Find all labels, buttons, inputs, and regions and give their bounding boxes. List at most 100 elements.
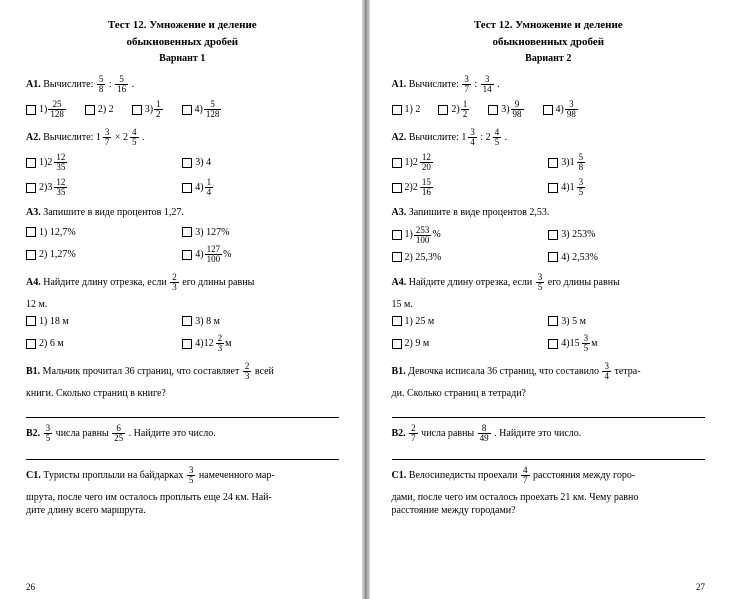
b1-label: В1. bbox=[26, 366, 40, 377]
b1-text2: ди. Сколько страниц в тетради? bbox=[392, 387, 706, 401]
checkbox-icon[interactable] bbox=[392, 339, 402, 349]
a2-opt3[interactable]: 3) 158 bbox=[548, 153, 687, 172]
a1-frac1: 58 bbox=[97, 75, 106, 94]
checkbox-icon[interactable] bbox=[26, 183, 36, 193]
a1-opt2[interactable]: 2) 2 bbox=[85, 100, 114, 119]
question-a3: А3. Запишите в виде процентов 1,27. bbox=[26, 206, 339, 220]
title-line2: обыкновенных дробей bbox=[26, 35, 339, 50]
a2-opt2[interactable]: 2) 31235 bbox=[26, 178, 164, 197]
a4-opt3[interactable]: 3) 8 м bbox=[182, 315, 320, 329]
a3-opt2[interactable]: 2) 25,3% bbox=[392, 251, 531, 265]
a3-options: 1) 12,7% 3) 127% 2) 1,27% 4) 127100% bbox=[26, 226, 339, 268]
checkbox-icon[interactable] bbox=[26, 158, 36, 168]
a3-opt1[interactable]: 1) 12,7% bbox=[26, 226, 164, 240]
a3-opt1[interactable]: 1) 253100% bbox=[392, 226, 531, 245]
a1-frac2: 516 bbox=[115, 75, 128, 94]
title-line1: Тест 12. Умножение и деление bbox=[392, 18, 706, 33]
a1-opt1[interactable]: 1) 2 bbox=[392, 100, 421, 119]
checkbox-icon[interactable] bbox=[26, 250, 36, 260]
a2-opt1[interactable]: 1) 21235 bbox=[26, 153, 164, 172]
c1-text3: дите длину всего маршрута. bbox=[26, 504, 339, 518]
checkbox-icon[interactable] bbox=[548, 230, 558, 240]
a4-text2: 12 м. bbox=[26, 298, 339, 312]
a1-opt4[interactable]: 4) 398 bbox=[543, 100, 579, 119]
variant: Вариант 2 bbox=[392, 52, 706, 66]
checkbox-icon[interactable] bbox=[392, 252, 402, 262]
checkbox-icon[interactable] bbox=[85, 105, 95, 115]
checkbox-icon[interactable] bbox=[548, 158, 558, 168]
a4-options: 1) 18 м 3) 8 м 2) 6 м 4) 1223 м bbox=[26, 315, 339, 357]
a1-options: 1) 25128 2) 2 3) 12 4) 5128 bbox=[26, 100, 339, 122]
a1-label: А1. bbox=[392, 79, 407, 90]
checkbox-icon[interactable] bbox=[392, 105, 402, 115]
a4-opt4[interactable]: 4) 1223 м bbox=[182, 334, 320, 353]
a4-options: 1) 25 м 3) 5 м 2) 9 м 4) 1535 м bbox=[392, 315, 706, 357]
a1-opt1[interactable]: 1) 25128 bbox=[26, 100, 67, 119]
c1-text2: дами, после чего им осталось проехать 21… bbox=[392, 491, 706, 505]
checkbox-icon[interactable] bbox=[543, 105, 553, 115]
a3-label: А3. bbox=[26, 207, 41, 218]
a1-opt2[interactable]: 2) 12 bbox=[438, 100, 470, 119]
a1-label: А1. bbox=[26, 79, 41, 90]
a1-opt3[interactable]: 3) 998 bbox=[488, 100, 524, 119]
question-a1: А1. Вычислите: 58 : 516 . bbox=[26, 75, 339, 94]
checkbox-icon[interactable] bbox=[392, 230, 402, 240]
answer-line bbox=[26, 449, 339, 460]
checkbox-icon[interactable] bbox=[392, 183, 402, 193]
a2-opt3[interactable]: 3) 4 bbox=[182, 153, 320, 172]
checkbox-icon[interactable] bbox=[438, 105, 448, 115]
checkbox-icon[interactable] bbox=[182, 158, 192, 168]
checkbox-icon[interactable] bbox=[182, 250, 192, 260]
b2-label: В2. bbox=[26, 427, 40, 438]
checkbox-icon[interactable] bbox=[548, 183, 558, 193]
question-a3: А3. Запишите в виде процентов 2,53. bbox=[392, 206, 706, 220]
a3-opt3[interactable]: 3) 253% bbox=[548, 226, 687, 245]
checkbox-icon[interactable] bbox=[548, 252, 558, 262]
a4-opt3[interactable]: 3) 5 м bbox=[548, 315, 687, 329]
variant: Вариант 1 bbox=[26, 52, 339, 66]
checkbox-icon[interactable] bbox=[26, 227, 36, 237]
a4-opt2[interactable]: 2) 9 м bbox=[392, 334, 531, 353]
question-a1: А1. Вычислите: 37 : 314 . bbox=[392, 75, 706, 94]
a4-opt2[interactable]: 2) 6 м bbox=[26, 334, 164, 353]
checkbox-icon[interactable] bbox=[548, 339, 558, 349]
a4-opt1[interactable]: 1) 18 м bbox=[26, 315, 164, 329]
a4-opt4[interactable]: 4) 1535 м bbox=[548, 334, 687, 353]
checkbox-icon[interactable] bbox=[26, 316, 36, 326]
page-right: Тест 12. Умножение и деление обыкновенны… bbox=[366, 0, 731, 599]
checkbox-icon[interactable] bbox=[26, 339, 36, 349]
a4-label: А4. bbox=[392, 277, 407, 288]
b1-text2: книги. Сколько страниц в книге? bbox=[26, 387, 339, 401]
a4-opt1[interactable]: 1) 25 м bbox=[392, 315, 531, 329]
checkbox-icon[interactable] bbox=[132, 105, 142, 115]
a3-opt3[interactable]: 3) 127% bbox=[182, 226, 320, 240]
checkbox-icon[interactable] bbox=[182, 105, 192, 115]
checkbox-icon[interactable] bbox=[182, 183, 192, 193]
a1-opt4[interactable]: 4) 5128 bbox=[182, 100, 223, 119]
a3-opt2[interactable]: 2) 1,27% bbox=[26, 245, 164, 264]
a2-opt4[interactable]: 4) 135 bbox=[548, 178, 687, 197]
a3-options: 1) 253100% 3) 253% 2) 25,3% 4) 2,53% bbox=[392, 226, 706, 268]
checkbox-icon[interactable] bbox=[26, 105, 36, 115]
a2-label: А2. bbox=[26, 132, 41, 143]
question-b1: В1. Девочка исписала 36 страниц, что сос… bbox=[392, 362, 706, 381]
book-spine bbox=[362, 0, 370, 599]
a1-opt3[interactable]: 3) 12 bbox=[132, 100, 164, 119]
checkbox-icon[interactable] bbox=[182, 316, 192, 326]
checkbox-icon[interactable] bbox=[392, 316, 402, 326]
a3-opt4[interactable]: 4) 2,53% bbox=[548, 251, 687, 265]
a2-opt4[interactable]: 4) 14 bbox=[182, 178, 320, 197]
question-b2: В2. 35 числа равны 625 . Найдите это чис… bbox=[26, 424, 339, 443]
checkbox-icon[interactable] bbox=[548, 316, 558, 326]
checkbox-icon[interactable] bbox=[488, 105, 498, 115]
a3-opt4[interactable]: 4) 127100% bbox=[182, 245, 320, 264]
checkbox-icon[interactable] bbox=[182, 227, 192, 237]
a2-opt1[interactable]: 1) 21220 bbox=[392, 153, 531, 172]
checkbox-icon[interactable] bbox=[392, 158, 402, 168]
a2-opt2[interactable]: 2) 21516 bbox=[392, 178, 531, 197]
question-a4: А4. Найдите длину отрезка, если 35 его д… bbox=[392, 273, 706, 292]
checkbox-icon[interactable] bbox=[182, 339, 192, 349]
page-number: 26 bbox=[26, 581, 35, 593]
title-line2: обыкновенных дробей bbox=[392, 35, 706, 50]
a2-mixed1: 137 bbox=[96, 128, 113, 147]
